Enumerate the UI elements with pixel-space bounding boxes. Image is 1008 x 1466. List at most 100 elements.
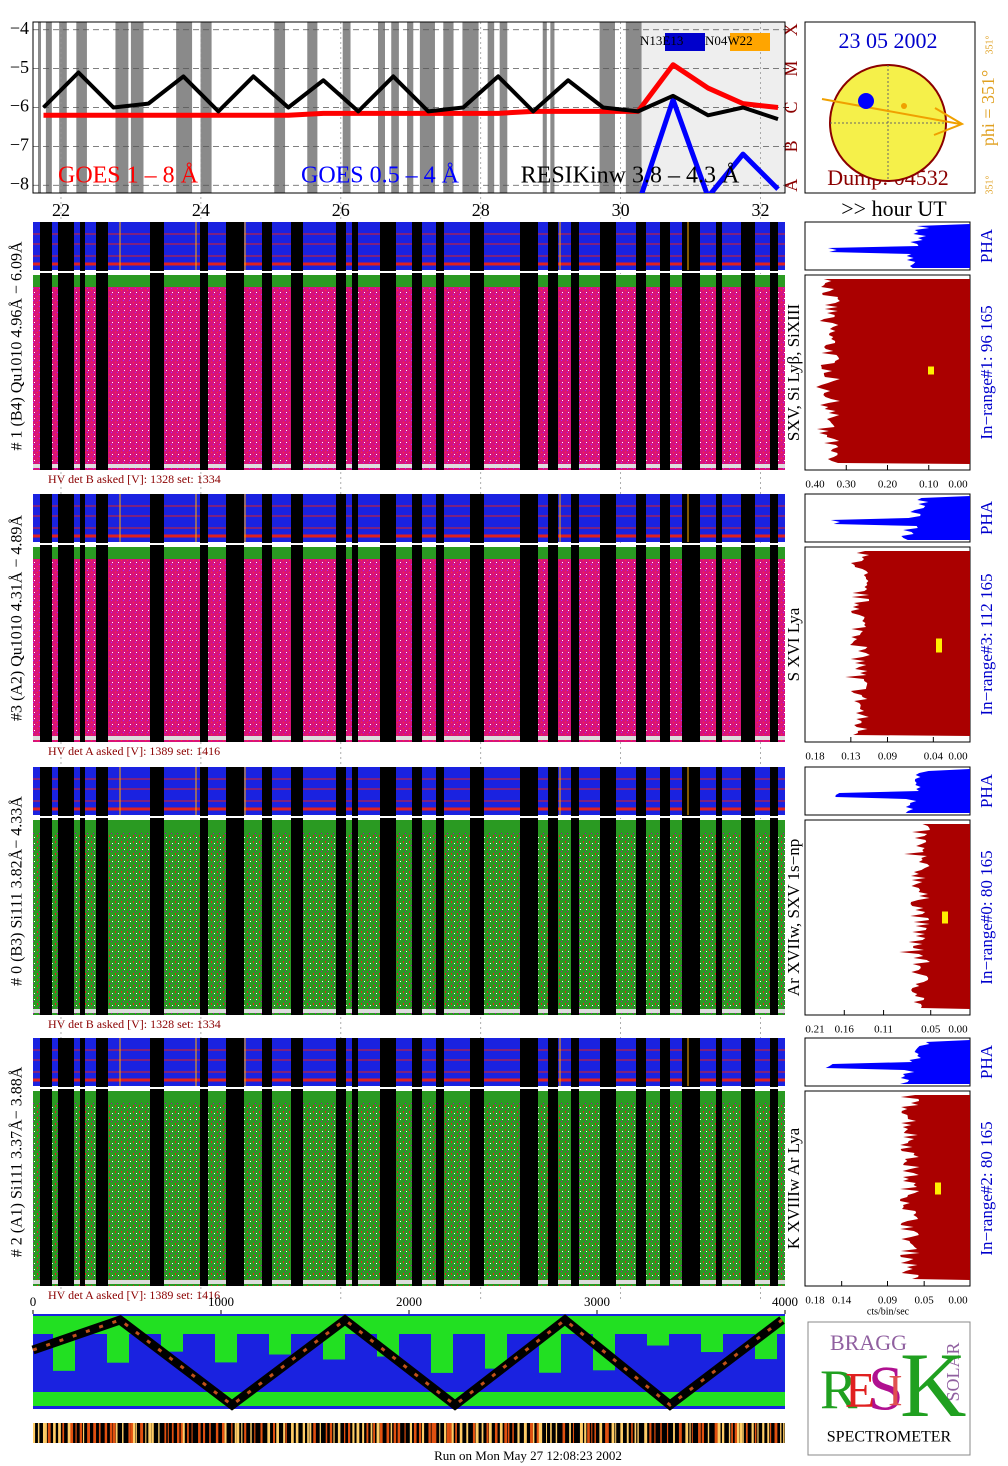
time-bar-tick [714,1423,718,1443]
time-bar-tick [444,1423,447,1443]
hist-marker [942,911,948,924]
time-bar-tick [329,1423,333,1443]
gap-bar [470,767,484,1015]
time-bar-tick [745,1423,748,1443]
annotation-box [665,33,705,51]
gap-bar [660,222,670,470]
time-bar-tick [164,1423,167,1443]
gap-bar [150,1038,164,1286]
time-bar-tick [660,1423,662,1443]
gap-bar [380,1038,396,1286]
time-bar-tick [494,1423,498,1443]
time-bar-tick [70,1423,74,1443]
time-bar-tick [67,1423,71,1443]
time-bar-tick [393,1423,397,1443]
time-bar-tick [739,1423,743,1443]
series-group [42,62,780,193]
spectrogram-edge [33,547,785,559]
time-bar-tick [198,1423,201,1443]
time-bar-tick [348,1423,351,1443]
hist [816,279,970,464]
gap-bar [636,494,646,742]
hist-tick-label: 0.30 [837,479,857,491]
gap-bar [80,1038,85,1286]
time-bar-tick [689,1423,691,1443]
time-bar-tick [132,1423,136,1443]
hist [899,824,970,1009]
hist-tick-label: 0.21 [805,1024,824,1036]
position-blob [647,1334,669,1346]
time-bar-tick [572,1423,575,1443]
time-bar-tick [717,1423,721,1443]
time-bar-tick [466,1423,469,1443]
y2-tick-label: X [781,23,801,36]
gap-bar [600,494,616,742]
time-bar-tick [241,1423,243,1443]
series-line [43,62,779,118]
time-bar-tick [721,1423,725,1443]
time-bar-tick [698,1423,701,1443]
gap-bar [660,767,670,1015]
time-bar-tick [250,1423,252,1443]
gap-bar [380,767,396,1015]
time-bar-tick [135,1423,137,1443]
hist-tick-label: 0.14 [832,1295,852,1307]
spectrogram [33,820,785,1015]
hist-tick-label: 0.11 [874,1024,893,1036]
time-bar-tick [58,1423,61,1443]
y-tick-label: −8 [10,173,29,193]
time-bar-tick [309,1423,312,1443]
time-bar-tick [209,1423,211,1443]
pha-hist [835,769,970,813]
bottom-tick-label: 3000 [584,1294,610,1309]
gap-bar [412,1038,422,1286]
series-line [42,70,779,122]
time-bar-tick [376,1423,380,1443]
pha-label: PHA [977,773,996,808]
time-bar-tick [109,1423,113,1443]
gap-bar [600,767,616,1015]
time-bar-tick [75,1423,77,1443]
time-bar-tick [276,1423,279,1443]
time-bar-tick [62,1423,65,1443]
data-gap-band [378,22,385,193]
time-bar-tick [532,1423,535,1443]
gap-bar [150,767,164,1015]
gap-bar [682,767,700,1015]
bottom-tick-label: 2000 [396,1294,422,1309]
gap-bar [741,222,755,470]
time-bar-tick [499,1423,503,1443]
time-bar-tick [366,1423,369,1443]
gap-bar [470,494,484,742]
gap-bar [40,494,52,742]
time-bar-tick [236,1423,240,1443]
time-bar-tick [224,1423,227,1443]
time-bar-tick [291,1423,294,1443]
time-bar-tick [599,1423,603,1443]
hist-tick-label: 0.18 [805,751,825,763]
time-bar-tick [140,1423,144,1443]
time-bar-tick [579,1423,583,1443]
gap-bar [682,1038,700,1286]
time-bar-tick [379,1423,383,1443]
gap-bar [40,222,52,470]
data-gap-band [487,22,495,193]
gap-bar [548,1038,558,1286]
logo-word: SPECTROMETER [827,1429,952,1446]
data-gap-band [307,22,318,193]
hist-unit: cts/bin/sec [867,1306,910,1317]
time-bar-tick [591,1423,593,1443]
time-bar-tick [215,1423,219,1443]
time-bar-tick [507,1423,510,1443]
gap-bar [741,1038,755,1286]
gap-bar [226,494,244,742]
gap-bar [636,767,646,1015]
time-bar-tick [737,1423,740,1443]
gap-bar [520,767,538,1015]
time-bar-tick [319,1423,321,1443]
sun-angle: 351° [984,36,995,55]
y2-tick-label: A [781,179,801,192]
spectrogram-edge [33,464,785,468]
gap-bar [262,222,272,470]
